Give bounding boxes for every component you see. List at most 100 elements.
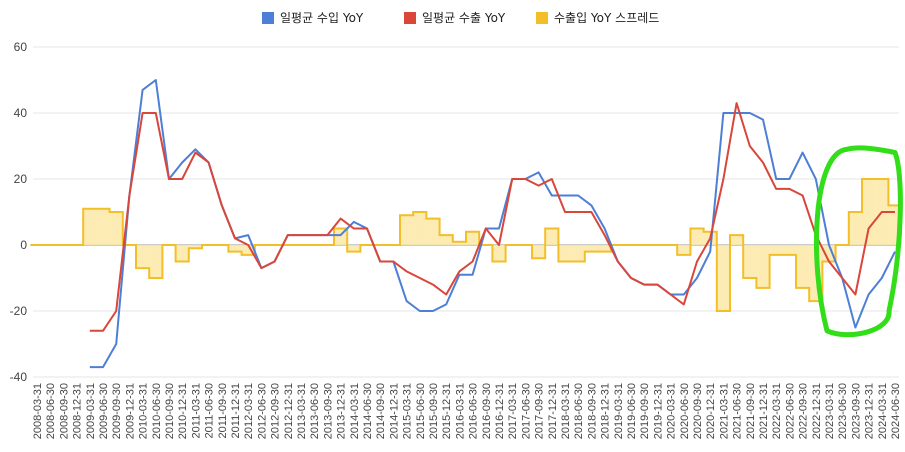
x-tick-label: 2024-06-30 bbox=[890, 383, 902, 439]
x-tick-label: 2018-03-31 bbox=[560, 383, 572, 439]
legend-label-spread: 수출입 YoY 스프레드 bbox=[554, 11, 659, 25]
x-tick-label: 2023-09-30 bbox=[850, 383, 862, 439]
x-tick-label: 2015-09-30 bbox=[428, 383, 440, 439]
x-tick-label: 2011-03-31 bbox=[190, 383, 202, 438]
spread-bar bbox=[571, 245, 585, 262]
y-tick-label: -20 bbox=[10, 304, 28, 318]
x-tick-label: 2022-03-31 bbox=[771, 383, 783, 439]
legend: 일평균 수입 YoY 일평균 수출 YoY 수출입 YoY 스프레드 bbox=[262, 11, 659, 25]
spread-bar bbox=[822, 245, 836, 262]
x-tick-label: 2021-09-30 bbox=[745, 383, 757, 439]
grid bbox=[33, 46, 899, 378]
x-tick-label: 2017-03-31 bbox=[507, 383, 519, 439]
spread-bar bbox=[439, 235, 453, 245]
x-tick-label: 2014-12-31 bbox=[388, 383, 400, 439]
x-tick-label: 2019-09-30 bbox=[639, 383, 651, 439]
spread-bar bbox=[452, 241, 466, 245]
spread-bar bbox=[413, 212, 427, 245]
x-tick-label: 2020-06-30 bbox=[679, 383, 691, 439]
x-tick-label: 2010-09-30 bbox=[164, 383, 176, 439]
legend-label-import: 일평균 수입 YoY bbox=[280, 11, 364, 25]
legend-label-export: 일평균 수출 YoY bbox=[422, 11, 506, 25]
spread-bar bbox=[532, 245, 546, 259]
x-tick-label: 2016-09-30 bbox=[481, 383, 493, 439]
highlight-ellipse bbox=[813, 145, 903, 338]
x-tick-label: 2023-06-30 bbox=[837, 383, 849, 439]
spread-line bbox=[30, 178, 902, 312]
x-tick-label: 2011-06-30 bbox=[204, 383, 216, 438]
y-tick-label: 40 bbox=[14, 106, 28, 120]
x-tick-label: 2009-06-30 bbox=[98, 383, 110, 439]
spread-bar bbox=[96, 208, 110, 245]
spread-bar bbox=[109, 212, 123, 245]
x-tick-label: 2010-06-30 bbox=[151, 383, 163, 439]
y-tick-label: 0 bbox=[20, 238, 27, 252]
x-tick-label: 2022-12-31 bbox=[811, 383, 823, 439]
x-tick-label: 2013-12-31 bbox=[336, 383, 348, 439]
x-tick-label: 2013-03-31 bbox=[296, 383, 308, 439]
spread-bar bbox=[400, 215, 414, 245]
y-tick-label: 60 bbox=[14, 40, 28, 54]
y-tick-label: -40 bbox=[10, 370, 28, 384]
x-tick-label: 2014-03-31 bbox=[349, 383, 361, 439]
x-axis: 2008-03-31 2008-06-30 2008-09-30 2008-12-31… bbox=[32, 383, 902, 439]
x-tick-label: 2017-12-31 bbox=[547, 383, 559, 439]
spread-bar bbox=[426, 218, 440, 245]
x-tick-label: 2012-12-31 bbox=[283, 383, 295, 439]
legend-swatch-export bbox=[404, 12, 416, 24]
spread-bar bbox=[730, 235, 744, 245]
import-line bbox=[89, 79, 896, 369]
spread-bar bbox=[584, 245, 598, 252]
spread-bar bbox=[756, 245, 770, 288]
annotations bbox=[813, 145, 903, 338]
x-tick-label: 2008-06-30 bbox=[45, 383, 57, 439]
x-tick-label: 2015-03-31 bbox=[402, 383, 414, 439]
x-tick-label: 2015-12-31 bbox=[441, 383, 453, 439]
spread-bar bbox=[83, 208, 97, 245]
x-tick-label: 2020-09-30 bbox=[692, 383, 704, 439]
x-tick-label: 2015-06-30 bbox=[415, 383, 427, 439]
x-tick-label: 2009-03-31 bbox=[85, 383, 97, 439]
x-tick-label: 2012-06-30 bbox=[256, 383, 268, 439]
spread-bar bbox=[466, 231, 480, 245]
export-line bbox=[89, 102, 895, 332]
x-tick-label: 2018-09-30 bbox=[586, 383, 598, 439]
x-tick-label: 2010-03-31 bbox=[138, 383, 150, 439]
x-tick-label: 2014-06-30 bbox=[362, 383, 374, 439]
legend-swatch-import bbox=[262, 12, 274, 24]
x-tick-label: 2019-06-30 bbox=[626, 383, 638, 439]
x-tick-label: 2024-03-31 bbox=[877, 383, 889, 439]
x-tick-label: 2022-09-30 bbox=[798, 383, 810, 439]
spread-bar bbox=[769, 245, 783, 255]
x-tick-label: 2016-12-31 bbox=[494, 383, 506, 439]
x-tick-label: 2021-12-31 bbox=[758, 383, 770, 439]
legend-swatch-spread bbox=[536, 12, 548, 24]
y-tick-label: 20 bbox=[14, 172, 28, 186]
spread-bar bbox=[782, 245, 796, 255]
x-tick-label: 2021-06-30 bbox=[732, 383, 744, 439]
x-tick-label: 2017-09-30 bbox=[534, 383, 546, 439]
x-tick-label: 2023-12-31 bbox=[864, 383, 876, 439]
x-tick-label: 2022-06-30 bbox=[784, 383, 796, 439]
x-tick-label: 2016-03-31 bbox=[454, 383, 466, 439]
y-axis: -40 -20 0 20 40 60 bbox=[10, 40, 28, 384]
x-tick-label: 2023-03-31 bbox=[824, 383, 836, 439]
x-tick-label: 2018-12-31 bbox=[600, 383, 612, 439]
x-tick-label: 2011-09-30 bbox=[217, 383, 229, 438]
spread-bar bbox=[545, 228, 559, 245]
x-tick-label: 2010-12-31 bbox=[177, 383, 189, 439]
spread-series bbox=[30, 178, 902, 312]
x-tick-label: 2019-03-31 bbox=[613, 383, 625, 439]
spread-bar bbox=[862, 179, 876, 245]
spread-bar bbox=[149, 245, 163, 278]
x-tick-label: 2008-12-31 bbox=[72, 383, 84, 439]
spread-bar bbox=[690, 228, 704, 245]
line-series bbox=[89, 79, 896, 369]
x-tick-label: 2011-12-31 bbox=[230, 383, 242, 438]
spread-bar bbox=[136, 245, 150, 269]
spread-bar bbox=[241, 245, 255, 255]
x-tick-label: 2012-09-30 bbox=[270, 383, 282, 439]
x-tick-label: 2013-06-30 bbox=[309, 383, 321, 439]
spread-bar bbox=[848, 212, 862, 245]
x-tick-label: 2008-09-30 bbox=[58, 383, 70, 439]
